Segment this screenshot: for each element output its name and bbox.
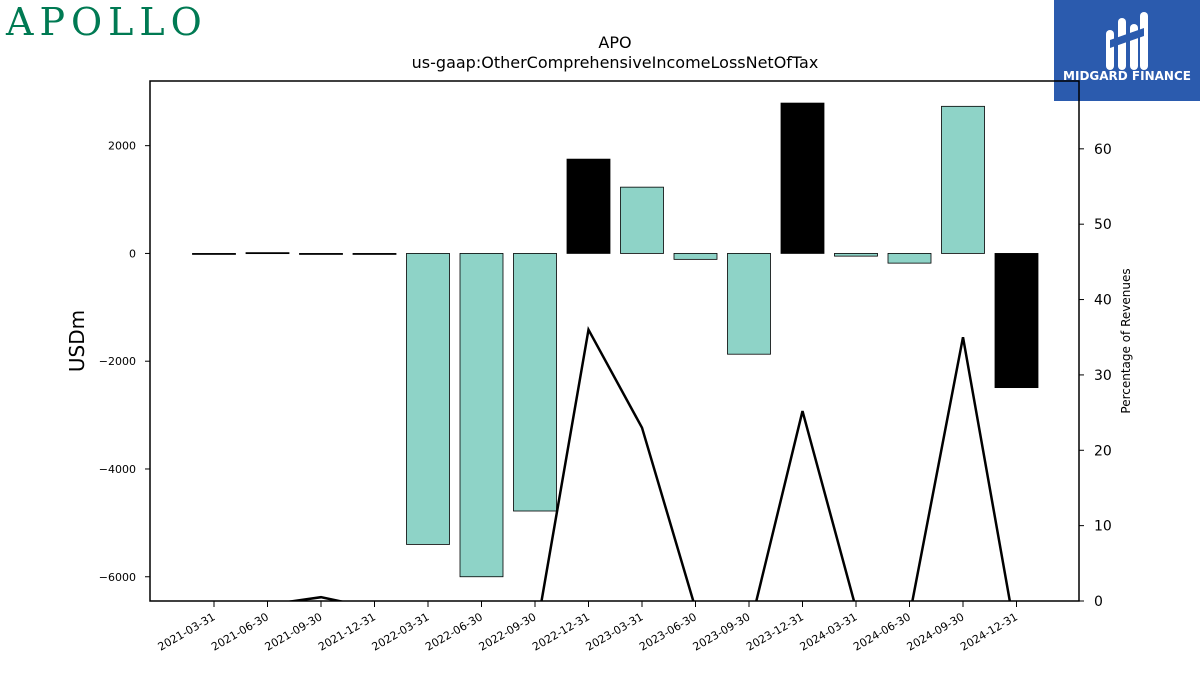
y2-tick-label: 60 [1094,142,1112,158]
x-tick-label: 2023-09-30 [691,610,753,653]
bar-2023-12-31 [780,102,825,254]
x-tick-label: 2022-03-31 [370,610,432,653]
y2-tick-label: 50 [1094,217,1112,233]
y2-tick-label: 20 [1094,443,1112,459]
bar-2023-03-31 [620,186,664,254]
y-tick-label: 0 [129,247,136,260]
x-tick-label: 2021-03-31 [156,610,218,653]
y2-tick-label: 0 [1094,594,1103,610]
x-tick-label: 2023-12-31 [744,610,806,653]
apollo-logo: APOLLO [6,0,208,44]
x-tick-label: 2022-09-30 [477,610,539,653]
x-tick-label: 2022-06-30 [423,610,485,653]
midgard-icon [1106,12,1148,70]
y-axis-label: USDm [65,310,89,372]
plot-frame [149,80,1080,602]
chart-title: APO [598,33,631,52]
chart-subtitle: us-gaap:OtherComprehensiveIncomeLossNetO… [412,53,819,72]
y-tick-label: −2000 [99,355,136,368]
bar-2021-12-31 [352,253,397,255]
x-tick-label: 2023-03-31 [584,610,646,653]
x-tick-label: 2023-06-30 [637,610,699,653]
percentage-line [285,325,1012,601]
x-tick-label: 2021-09-30 [263,610,325,653]
midgard-finance-wordmark: MIDGARD FINANCE [1063,69,1191,83]
y2-axis-label: Percentage of Revenues [1119,268,1133,413]
x-tick-label: 2024-09-30 [905,610,967,653]
bars-layer [192,102,1039,578]
y-tick-label: 2000 [108,140,136,153]
bar-2021-03-31 [192,253,236,255]
x-tick-label: 2021-06-30 [209,610,271,653]
y-tick-label: −6000 [99,571,136,584]
x-tick-label: 2021-12-31 [316,610,378,653]
bar-2022-09-30 [513,253,557,512]
bar-2021-06-30 [245,252,290,255]
y2-tick-label: 10 [1094,519,1112,535]
bar-2022-06-30 [459,253,504,578]
bar-2024-12-31 [994,253,1039,389]
x-tick-label: 2024-12-31 [958,610,1020,653]
x-tick-label: 2024-06-30 [851,610,913,653]
bar-2021-09-30 [299,253,343,255]
bar-2024-06-30 [887,253,932,264]
x-tick-label: 2022-12-31 [530,610,592,653]
y2-tick-label: 40 [1094,293,1112,309]
bar-2024-03-31 [834,253,878,257]
bar-2022-12-31 [566,158,611,254]
y2-tick-label: 30 [1094,368,1112,384]
bar-2024-09-30 [941,105,985,254]
bar-2022-03-31 [406,253,450,545]
bar-2023-09-30 [727,253,771,355]
line-layer [285,325,1012,601]
bar-2023-06-30 [673,253,718,260]
y-tick-label: −4000 [99,463,136,476]
midgard-finance-logo: MIDGARD FINANCE [1054,0,1200,101]
x-tick-label: 2024-03-31 [798,610,860,653]
